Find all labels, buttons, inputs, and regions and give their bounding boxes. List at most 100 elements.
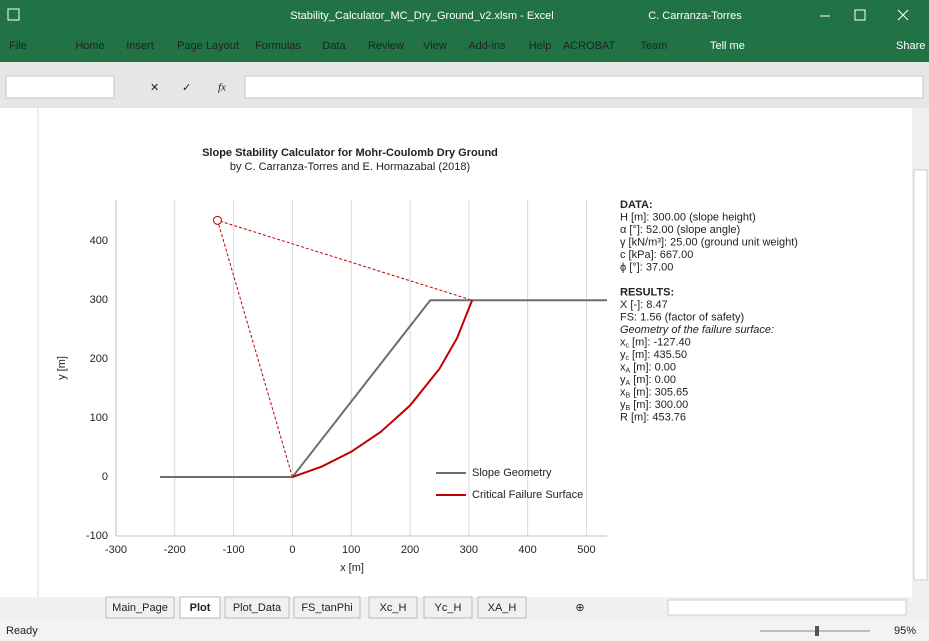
result-line: FS: 1.56 (factor of safety) bbox=[620, 311, 744, 323]
data-line: c [kPa]: 667.00 bbox=[620, 249, 693, 261]
x-tick-label: 100 bbox=[342, 544, 360, 556]
x-tick-label: -100 bbox=[223, 544, 245, 556]
sheet bbox=[0, 108, 929, 597]
tab-bg[interactable] bbox=[224, 596, 290, 619]
x-tick-label: 200 bbox=[401, 544, 419, 556]
ribbon-tab[interactable]: Add-ins bbox=[468, 40, 506, 52]
value: [m]: 0.00 bbox=[630, 361, 676, 373]
active-tab-bg[interactable] bbox=[179, 596, 221, 619]
ribbon-tab[interactable]: Data bbox=[322, 40, 346, 52]
value: [m]: 305.65 bbox=[630, 386, 688, 398]
subscript: B bbox=[626, 405, 631, 412]
value: [m]: 435.50 bbox=[629, 349, 687, 361]
value: [m]: -127.40 bbox=[629, 336, 691, 348]
subscript: A bbox=[626, 367, 631, 374]
geometry-line: yB [m]: 300.00 bbox=[620, 399, 688, 412]
save-icon[interactable] bbox=[7, 8, 20, 21]
symbol: x bbox=[620, 361, 626, 373]
ribbon-tab[interactable]: Review bbox=[368, 40, 404, 52]
geometry-line: yc [m]: 435.50 bbox=[620, 349, 687, 362]
x-tick-label: -300 bbox=[105, 544, 127, 556]
geometry-heading: Geometry of the failure surface: bbox=[620, 324, 774, 336]
tab-bg[interactable] bbox=[368, 596, 418, 619]
series-line bbox=[292, 299, 474, 478]
v-scroll-thumb[interactable] bbox=[913, 169, 928, 581]
x-tick-label: 0 bbox=[289, 544, 295, 556]
geometry-line: yA [m]: 0.00 bbox=[620, 374, 676, 387]
sheet-tab[interactable]: Plot bbox=[190, 602, 211, 614]
ribbon-tab[interactable]: Insert bbox=[126, 40, 154, 52]
radius-line: R [m]: 453.76 bbox=[620, 411, 686, 423]
data-line: α [°]: 52.00 (slope angle) bbox=[620, 224, 740, 236]
data-line: γ [kN/m³]: 25.00 (ground unit weight) bbox=[620, 236, 798, 248]
center-marker bbox=[212, 215, 222, 225]
subscript: c bbox=[626, 342, 630, 349]
subscript: c bbox=[626, 355, 630, 362]
h-scrollbar[interactable] bbox=[667, 599, 907, 616]
tab-bg[interactable] bbox=[423, 596, 473, 619]
zoom-thumb[interactable] bbox=[815, 626, 819, 636]
cancel[interactable]: ✕ bbox=[150, 82, 159, 94]
legend-label: Critical Failure Surface bbox=[472, 489, 583, 501]
formula-input[interactable] bbox=[244, 75, 924, 99]
data-heading: DATA: bbox=[620, 199, 653, 211]
symbol: x bbox=[620, 336, 626, 348]
y-tick-label: 200 bbox=[90, 353, 108, 365]
symbol: y bbox=[620, 399, 626, 411]
ribbon-tab[interactable]: Help bbox=[529, 40, 552, 52]
enter[interactable]: ✓ bbox=[182, 82, 191, 94]
geometry-line: xA [m]: 0.00 bbox=[620, 361, 676, 374]
ribbon-tab[interactable]: View bbox=[423, 40, 447, 52]
y-tick-label: 0 bbox=[102, 471, 108, 483]
ribbon-tab[interactable]: Formulas bbox=[255, 40, 301, 52]
ribbon-tab[interactable]: Page Layout bbox=[177, 40, 239, 52]
geometry-line: xB [m]: 305.65 bbox=[620, 386, 688, 399]
chart-subtitle: by C. Carranza-Torres and E. Hormazabal … bbox=[230, 161, 470, 173]
symbol: x bbox=[620, 386, 626, 398]
value: [m]: 0.00 bbox=[630, 374, 676, 386]
y-tick-label: 100 bbox=[90, 412, 108, 424]
ribbon-tab[interactable]: ACROBAT bbox=[563, 40, 616, 52]
window-controls[interactable] bbox=[820, 9, 909, 21]
zoom: 95% bbox=[894, 625, 916, 637]
add-sheet[interactable]: ⊕ bbox=[575, 602, 584, 614]
status-bar bbox=[0, 619, 929, 641]
title-ribbon-bg bbox=[0, 0, 929, 62]
tab-bg[interactable] bbox=[293, 596, 361, 619]
tab-bg[interactable] bbox=[105, 596, 175, 619]
ribbon-tab[interactable]: Team bbox=[641, 40, 668, 52]
x-tick-label: 500 bbox=[577, 544, 595, 556]
geometry-line: xc [m]: -127.40 bbox=[620, 336, 691, 349]
window-title: Stability_Calculator_MC_Dry_Ground_v2.xl… bbox=[290, 10, 553, 22]
user-name: C. Carranza-Torres bbox=[648, 10, 742, 22]
status: Ready bbox=[6, 625, 38, 637]
tell-me[interactable]: Tell me bbox=[710, 40, 745, 52]
share[interactable]: Share bbox=[896, 40, 925, 52]
result-line: X [-]: 8.47 bbox=[620, 299, 668, 311]
y-tick-label: -100 bbox=[86, 530, 108, 542]
y-tick-label: 300 bbox=[90, 294, 108, 306]
sheet-tab[interactable]: Xc_H bbox=[380, 602, 407, 614]
sheet-tab[interactable]: Yc_H bbox=[435, 602, 462, 614]
legend-label: Slope Geometry bbox=[472, 467, 552, 479]
x-tick-label: 300 bbox=[460, 544, 478, 556]
sheet-tab[interactable]: XA_H bbox=[488, 602, 517, 614]
data-line: ϕ [°]: 37.00 bbox=[620, 261, 673, 273]
series-line bbox=[160, 299, 607, 479]
x-axis-label: x [m] bbox=[340, 562, 364, 574]
ribbon-tab[interactable]: File bbox=[9, 40, 27, 52]
subscript: A bbox=[626, 380, 631, 387]
tab-bg[interactable] bbox=[477, 596, 527, 619]
y-axis-label: y [m] bbox=[56, 356, 68, 380]
name-box[interactable] bbox=[5, 75, 115, 99]
symbol: y bbox=[620, 349, 626, 361]
value: [m]: 300.00 bbox=[630, 399, 688, 411]
data-line: H [m]: 300.00 (slope height) bbox=[620, 211, 756, 223]
sheet-tab[interactable]: Main_Page bbox=[112, 602, 168, 614]
y-tick-label: 400 bbox=[90, 235, 108, 247]
sheet-tab[interactable]: Plot_Data bbox=[233, 602, 282, 614]
sheet-tab[interactable]: FS_tanPhi bbox=[301, 602, 352, 614]
chart-title: Slope Stability Calculator for Mohr-Coul… bbox=[202, 147, 498, 159]
ribbon-tab[interactable]: Home bbox=[75, 40, 104, 52]
fx-label: fx bbox=[218, 82, 226, 94]
